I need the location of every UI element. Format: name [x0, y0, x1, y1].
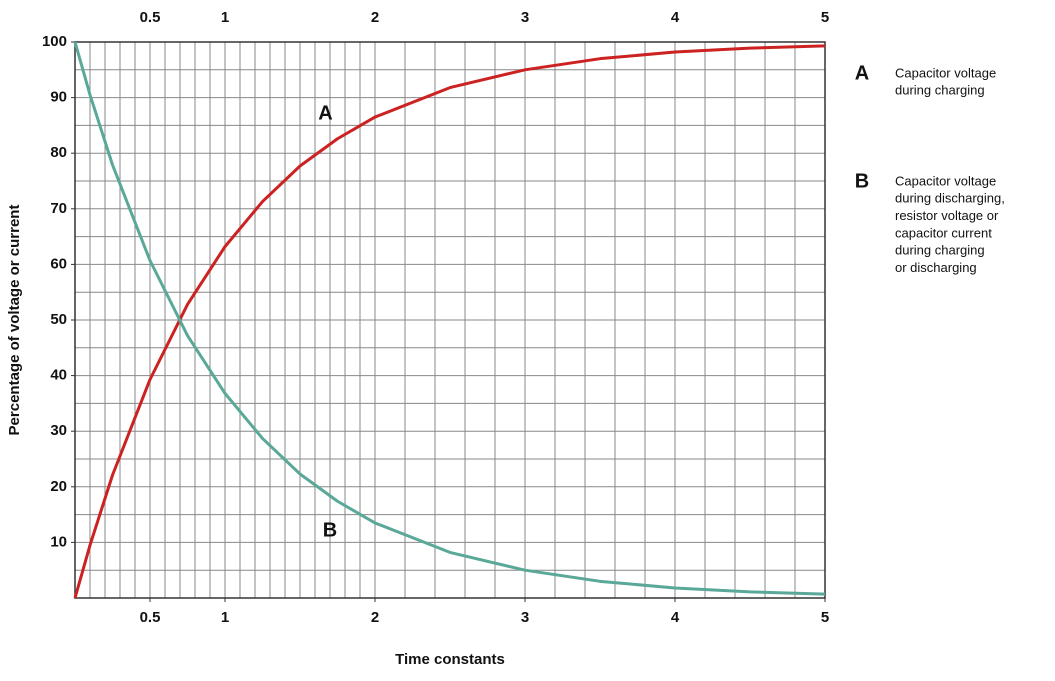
y-tick-label: 20	[50, 478, 67, 495]
y-tick-label: 30	[50, 422, 67, 439]
x-axis-label: Time constants	[395, 651, 505, 668]
y-tick-label: 80	[50, 144, 67, 161]
x-tick-label: 1	[221, 609, 229, 626]
x-tick-label-top: 4	[671, 9, 680, 26]
x-tick-label: 0.5	[140, 609, 161, 626]
curve-label: A	[318, 103, 332, 125]
x-tick-label-top: 1	[221, 9, 229, 26]
x-tick-label: 3	[521, 609, 529, 626]
legend-text: during charging	[895, 243, 985, 258]
legend-text: Capacitor voltage	[895, 173, 996, 188]
legend-key: A	[855, 62, 869, 84]
series-line	[73, 41, 826, 596]
y-tick-label: 70	[50, 200, 67, 217]
legend-text: capacitor current	[895, 225, 992, 240]
legend-text: during discharging,	[895, 191, 1005, 206]
legend-text: during charging	[895, 83, 985, 98]
curve-label: B	[323, 520, 337, 542]
y-tick-label: 50	[50, 311, 67, 328]
x-tick-label: 5	[821, 609, 829, 626]
legend-text: Capacitor voltage	[895, 65, 996, 80]
legend-text: or discharging	[895, 260, 977, 275]
x-tick-label-top: 0.5	[140, 9, 161, 26]
legend-text: resistor voltage or	[895, 208, 999, 223]
x-tick-label: 4	[671, 609, 680, 626]
y-axis-label: Percentage of voltage or current	[6, 205, 23, 436]
y-tick-label: 100	[42, 33, 67, 50]
y-tick-label: 90	[50, 89, 67, 106]
y-tick-label: 60	[50, 255, 67, 272]
series-line	[73, 44, 826, 599]
y-tick-label: 10	[50, 533, 67, 550]
x-tick-label: 2	[371, 609, 379, 626]
x-tick-label-top: 3	[521, 9, 529, 26]
x-tick-label-top: 2	[371, 9, 379, 26]
x-tick-label-top: 5	[821, 9, 829, 26]
y-tick-label: 40	[50, 367, 67, 384]
legend-key: B	[855, 170, 869, 192]
